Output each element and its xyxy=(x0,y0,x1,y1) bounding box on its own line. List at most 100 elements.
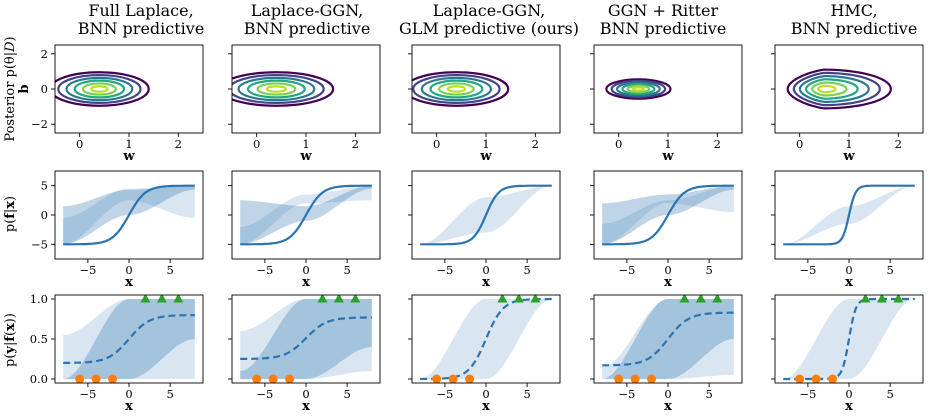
panel-r1-c1: 0 1 2 w −2 0 2 xyxy=(31,44,204,164)
x-tick-label: 0 xyxy=(664,387,671,401)
class1-point-1 xyxy=(860,295,871,303)
mean-line xyxy=(420,184,552,246)
class0-point-2 xyxy=(448,374,458,383)
x-tick-label: 0 xyxy=(125,387,132,401)
class1-point-1 xyxy=(679,295,690,303)
x-tick-label: 5 xyxy=(705,263,712,277)
panel-r1-c2: 0 1 2 w xyxy=(228,44,381,164)
x-tick-label: 5 xyxy=(886,263,893,277)
class0-point-3 xyxy=(647,374,657,383)
contour-level-2 xyxy=(57,73,142,105)
plot-area xyxy=(55,71,150,107)
contour-level-6 xyxy=(446,85,467,93)
col-title-2-line2: BNN predictive xyxy=(244,19,371,38)
contour-level-4 xyxy=(429,79,484,99)
plot-area xyxy=(412,71,510,107)
x-tick-label: −5 xyxy=(256,387,273,401)
x-tick-label: −5 xyxy=(436,387,453,401)
x-tick-label: 0 xyxy=(253,137,260,151)
x-tick-label: 0 xyxy=(433,137,440,151)
panel-r3-c5: −5 0 5 x xyxy=(771,294,924,414)
x-axis-label: w xyxy=(122,149,135,164)
x-axis-label: x xyxy=(125,399,133,414)
uncertainty-band-1 xyxy=(420,299,552,379)
panel-frame xyxy=(231,44,381,134)
class0-point-1 xyxy=(252,374,262,383)
x-tick-label: 5 xyxy=(166,387,173,401)
x-tick-label: 0 xyxy=(845,263,852,277)
x-tick-label: −5 xyxy=(799,387,816,401)
col-title-2-line1: Laplace-GGN, xyxy=(251,1,364,20)
x-tick-label: 5 xyxy=(343,387,350,401)
x-axis-label: x xyxy=(845,275,853,290)
contour-level-1 xyxy=(412,71,510,107)
x-tick-label: 0 xyxy=(302,263,309,277)
row-label-posterior: Posterior p(θ|D) xyxy=(3,36,18,141)
col-title-3-line2: GLM predictive (ours) xyxy=(399,19,579,38)
uncertainty-band-1 xyxy=(240,185,372,245)
x-axis-label: x xyxy=(125,275,133,290)
plot-area xyxy=(420,295,552,383)
x-tick-label: 0 xyxy=(845,387,852,401)
panel-r2-c3: −5 0 5 x xyxy=(408,170,561,290)
panel-r3-c4: −5 0 5 x xyxy=(590,294,743,414)
x-tick-label: 5 xyxy=(523,263,530,277)
uncertainty-band-1 xyxy=(63,185,195,245)
plot-area xyxy=(63,295,195,383)
class0-point-1 xyxy=(75,374,85,383)
class1-point-1 xyxy=(140,295,151,303)
contour-level-6 xyxy=(631,86,645,92)
contour-level-5 xyxy=(256,82,297,96)
x-tick-label: 1 xyxy=(302,137,309,151)
class1-point-2 xyxy=(876,295,887,303)
col-title-5-line1: HMC, xyxy=(830,1,877,20)
y-tick-label: 0 xyxy=(41,208,48,222)
contour-level-4 xyxy=(246,79,306,99)
uncertainty-band-1 xyxy=(63,299,195,379)
mean-line xyxy=(63,184,195,246)
x-axis-label: w xyxy=(661,149,674,164)
x-tick-label: 1 xyxy=(664,137,671,151)
col-title-1-line1: Full Laplace, xyxy=(88,1,193,20)
x-tick-label: 5 xyxy=(343,263,350,277)
x-tick-label: 5 xyxy=(886,387,893,401)
contour-level-3 xyxy=(420,76,493,102)
x-axis-label: x xyxy=(482,399,490,414)
x-tick-label: 0 xyxy=(796,137,803,151)
plot-area xyxy=(605,78,672,100)
class1-point-2 xyxy=(695,295,706,303)
contour-level-5 xyxy=(810,81,848,97)
panel-r2-c5: −5 0 5 x xyxy=(771,170,924,290)
plot-area xyxy=(240,295,372,383)
column-titles: Full Laplace, BNN predictive Laplace-GGN… xyxy=(78,1,918,38)
contour-level-5 xyxy=(81,82,117,96)
x-axis-label: x xyxy=(482,275,490,290)
plot-area xyxy=(232,71,335,107)
class0-point-3 xyxy=(465,374,475,383)
x-tick-label: 5 xyxy=(705,387,712,401)
class0-point-2 xyxy=(268,374,278,383)
col-title-5-line2: BNN predictive xyxy=(791,19,918,38)
contour-level-6 xyxy=(265,85,287,93)
x-axis-label: x xyxy=(664,275,672,290)
class0-point-3 xyxy=(285,374,295,383)
y-tick-label: 5 xyxy=(41,179,48,193)
x-tick-label: −5 xyxy=(79,263,96,277)
class1-point-1 xyxy=(497,295,508,303)
x-tick-label: 5 xyxy=(523,387,530,401)
mean-line xyxy=(602,184,734,246)
x-axis-label: x xyxy=(845,399,853,414)
y-tick-label: 2 xyxy=(41,47,48,61)
panel-r1-c4: 0 1 2 w xyxy=(590,44,743,164)
contour-level-1 xyxy=(55,71,150,107)
plot-area xyxy=(602,184,734,246)
contour-level-1 xyxy=(605,78,672,100)
x-tick-label: −5 xyxy=(436,263,453,277)
contour-level-4 xyxy=(73,79,126,99)
contour-level-3 xyxy=(798,75,870,103)
contour-level-1 xyxy=(232,71,335,107)
contour-level-3 xyxy=(237,76,316,102)
row-label-b: b xyxy=(17,84,32,93)
x-tick-label: −5 xyxy=(618,263,635,277)
